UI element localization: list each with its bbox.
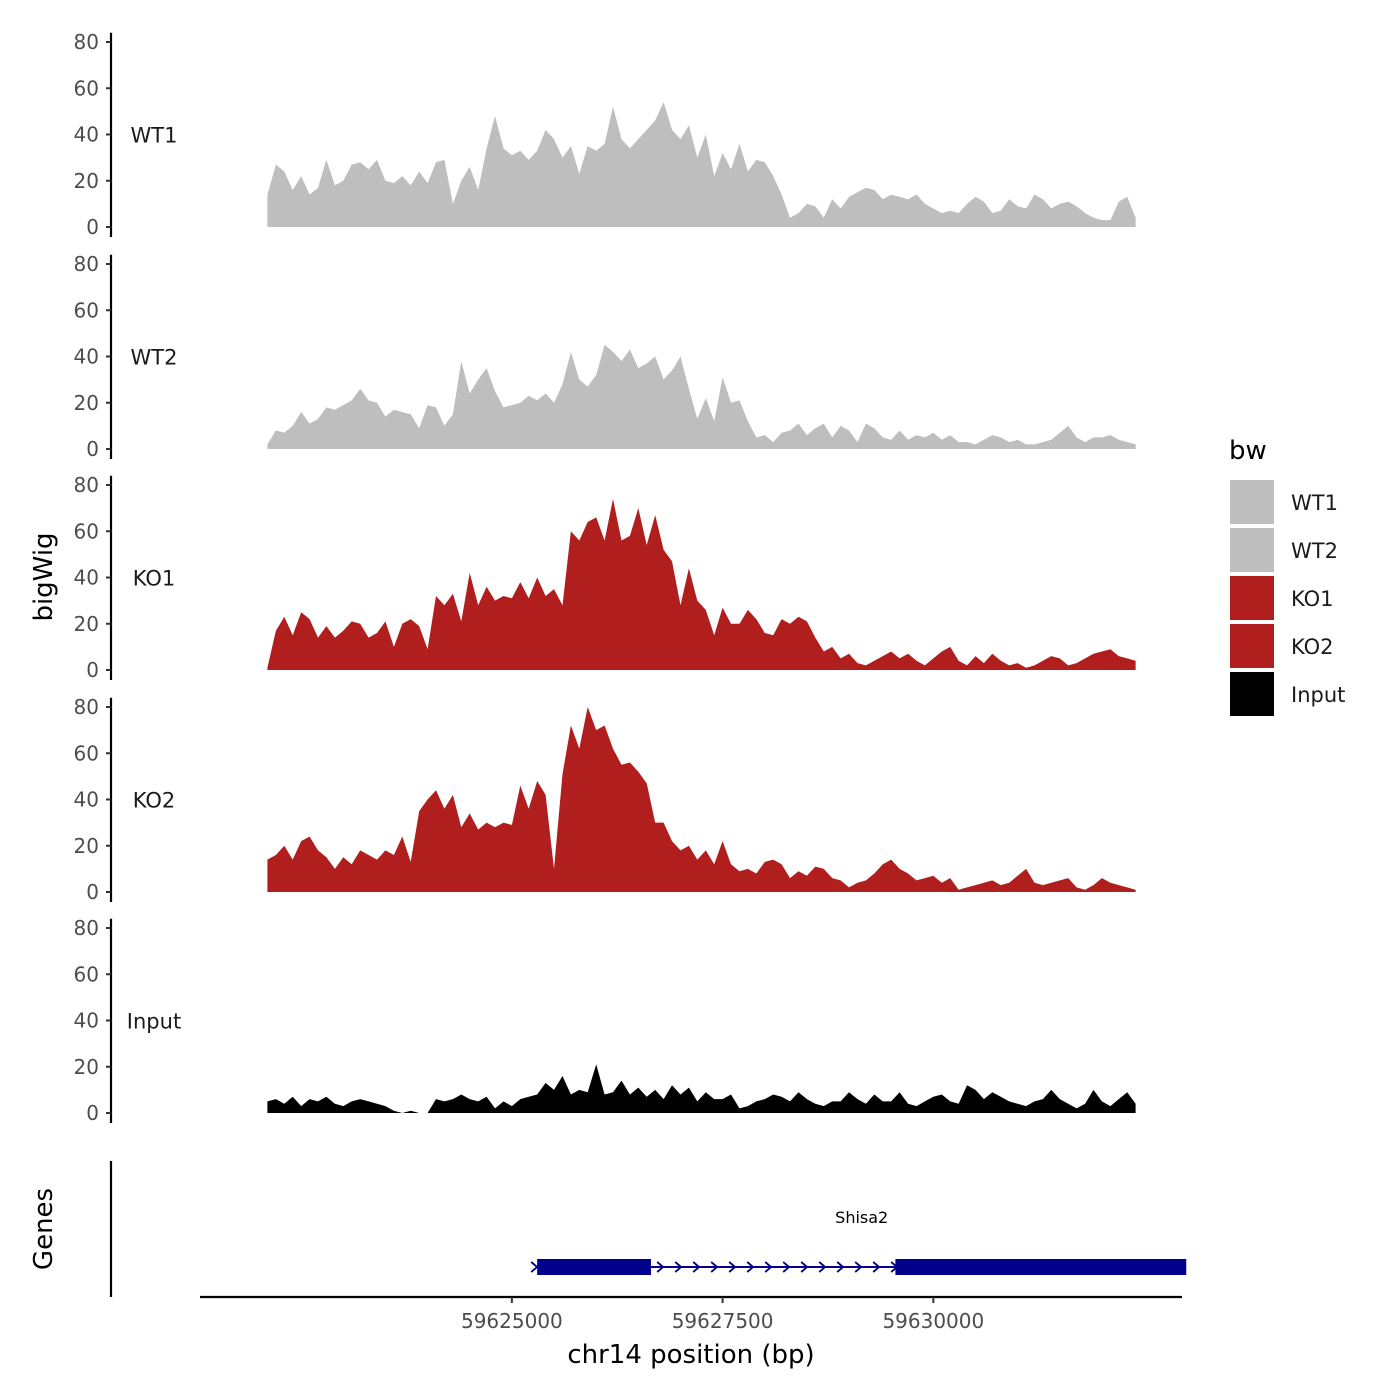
strand-arrow-icon xyxy=(818,1261,827,1273)
strand-arrow-icon xyxy=(728,1261,737,1273)
legend-label-ko2: KO2 xyxy=(1291,635,1334,659)
strand-arrow-icon xyxy=(800,1261,809,1273)
exon-block-2 xyxy=(895,1259,1187,1275)
strand-arrow-icon xyxy=(692,1261,701,1273)
y-tick-label: 80 xyxy=(74,473,99,497)
y-tick-label: 0 xyxy=(86,437,99,461)
y-tick-label: 80 xyxy=(74,916,99,940)
y-tick-label: 40 xyxy=(74,788,99,812)
y-tick-label: 20 xyxy=(74,169,99,193)
legend-swatch-wt1 xyxy=(1230,480,1274,524)
gene-name-label: Shisa2 xyxy=(835,1208,888,1227)
track-panel-wt2: 0 20 40 60 80 WT2 xyxy=(74,252,1136,461)
y-tick-label: 60 xyxy=(74,741,99,765)
track-label: WT2 xyxy=(131,346,178,370)
coverage-area-input xyxy=(267,1064,1136,1113)
y-tick-label: 60 xyxy=(74,962,99,986)
legend-swatch-ko1 xyxy=(1230,576,1274,620)
strand-arrow-icon xyxy=(656,1261,665,1273)
track-panel-wt1: 0 20 40 60 80 WT1 xyxy=(74,30,1136,239)
y-tick-label: 40 xyxy=(74,1009,99,1033)
legend-swatch-wt2 xyxy=(1230,528,1274,572)
strand-arrow-icon xyxy=(764,1261,773,1273)
exon-block-1 xyxy=(537,1259,651,1275)
track-panel-ko1: 0 20 40 60 80 KO1 xyxy=(74,473,1136,682)
legend-label-input: Input xyxy=(1291,683,1345,707)
x-tick-label: 59625000 xyxy=(461,1309,563,1333)
y-tick-label: 60 xyxy=(74,298,99,322)
legend-label-ko1: KO1 xyxy=(1291,587,1334,611)
strand-arrow-icon xyxy=(746,1261,755,1273)
y-tick-label: 0 xyxy=(86,1101,99,1125)
strand-arrow-icon xyxy=(854,1261,863,1273)
strand-arrow-icon xyxy=(674,1261,683,1273)
y-tick-label: 0 xyxy=(86,880,99,904)
y-axis-title: bigWig xyxy=(29,532,59,621)
track-label: KO1 xyxy=(133,567,176,591)
strand-arrow-icon xyxy=(782,1261,791,1273)
track-label: KO2 xyxy=(133,789,176,813)
y-tick-label: 20 xyxy=(74,612,99,636)
strand-arrow-icon xyxy=(836,1261,845,1273)
coverage-area-wt2 xyxy=(267,344,1136,449)
y-tick-label: 40 xyxy=(74,123,99,147)
gene-panel: Genes Shisa2 xyxy=(29,1161,1187,1297)
legend-label-wt2: WT2 xyxy=(1291,539,1338,563)
genes-title: Genes xyxy=(29,1188,59,1270)
y-tick-label: 20 xyxy=(74,834,99,858)
y-tick-label: 0 xyxy=(86,215,99,239)
track-label: Input xyxy=(127,1010,181,1034)
track-panel-ko2: 0 20 40 60 80 KO2 xyxy=(74,695,1136,904)
y-tick-label: 80 xyxy=(74,252,99,276)
y-tick-label: 80 xyxy=(74,695,99,719)
strand-arrow-icon xyxy=(710,1261,719,1273)
track-panel-input: 0 20 40 60 80 Input xyxy=(74,916,1136,1125)
y-tick-label: 20 xyxy=(74,391,99,415)
y-tick-label: 40 xyxy=(74,566,99,590)
coverage-area-ko2 xyxy=(267,707,1136,892)
y-tick-label: 40 xyxy=(74,345,99,369)
x-tick-label: 59627500 xyxy=(672,1309,774,1333)
legend-title: bw xyxy=(1229,436,1267,466)
y-tick-label: 0 xyxy=(86,658,99,682)
y-tick-label: 60 xyxy=(74,76,99,100)
track-label: WT1 xyxy=(131,124,178,148)
strand-arrow-icon xyxy=(530,1261,539,1273)
x-axis: 59625000 59627500 59630000 chr14 position (… xyxy=(200,1295,1182,1370)
strand-arrow-icon xyxy=(872,1261,881,1273)
coverage-area-wt1 xyxy=(267,102,1136,227)
legend-label-wt1: WT1 xyxy=(1291,491,1338,515)
legend-swatch-input xyxy=(1230,672,1274,716)
y-tick-label: 60 xyxy=(74,519,99,543)
y-tick-label: 80 xyxy=(74,30,99,54)
x-tick-label: 59630000 xyxy=(882,1309,984,1333)
x-axis-title: chr14 position (bp) xyxy=(567,1340,814,1370)
coverage-area-ko1 xyxy=(267,498,1136,670)
legend: bw WT1 WT2 KO1 KO2 Input xyxy=(1229,436,1345,716)
y-tick-label: 20 xyxy=(74,1055,99,1079)
legend-swatch-ko2 xyxy=(1230,624,1274,668)
